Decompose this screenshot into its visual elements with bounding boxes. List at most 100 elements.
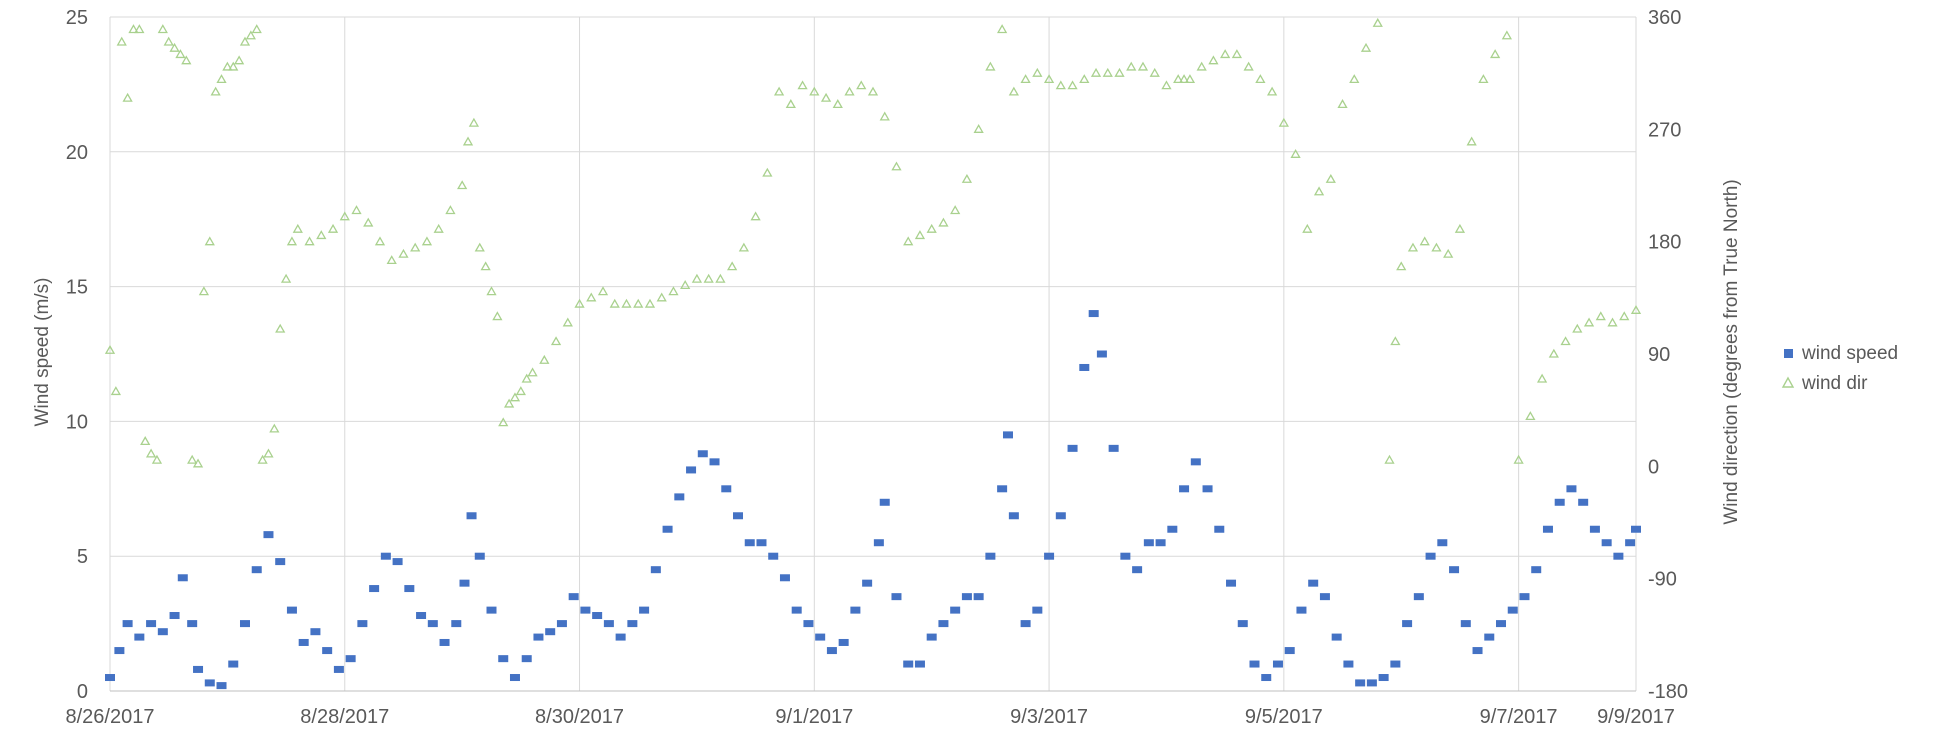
wind-speed-point	[1601, 539, 1612, 547]
wind-speed-point	[826, 647, 837, 655]
wind-dir-point	[950, 205, 961, 215]
wind-speed-point	[674, 493, 685, 501]
wind-speed-point	[1531, 566, 1542, 574]
wind-dir-point	[997, 24, 1008, 34]
wind-dir-point	[633, 298, 644, 308]
wind-speed-point	[1008, 512, 1019, 520]
wind-speed-point	[1366, 679, 1377, 687]
wind-dir-point	[1443, 248, 1454, 258]
wind-speed-point	[1226, 579, 1237, 587]
wind-dir-point	[116, 36, 127, 46]
wind-dir-point	[286, 236, 298, 246]
wind-dir-point	[820, 92, 832, 102]
wind-dir-point	[527, 367, 538, 377]
wind-speed-point	[1067, 444, 1078, 452]
legend-marker-wind-speed	[1784, 349, 1793, 358]
wind-speed-point	[1096, 350, 1107, 358]
wind-dir-point	[1560, 336, 1571, 346]
wind-speed-point	[509, 674, 520, 682]
y-right-tick-label: 90	[1648, 344, 1670, 366]
wind-speed-point	[1343, 660, 1354, 668]
wind-speed-point	[1331, 633, 1342, 641]
wind-speed-point	[1613, 552, 1624, 560]
wind-speed-point	[938, 620, 949, 628]
wind-dir-point	[762, 167, 773, 177]
wind-dir-point	[128, 24, 139, 34]
wind-speed-point	[779, 574, 790, 582]
wind-dir-point	[316, 230, 327, 240]
wind-speed-point	[997, 485, 1008, 493]
wind-speed-point	[838, 638, 849, 646]
wind-speed-point	[1449, 566, 1460, 574]
wind-speed-point	[275, 558, 286, 566]
wind-dir-point	[187, 454, 198, 464]
wind-dir-point	[327, 223, 339, 233]
wind-speed-point	[1120, 552, 1131, 560]
wind-dir-point	[562, 317, 573, 327]
wind-speed-point	[533, 633, 544, 641]
wind-dir-point	[1090, 67, 1102, 77]
gridlines	[109, 16, 1637, 692]
wind-dir-point	[169, 42, 180, 52]
wind-speed-point	[1507, 606, 1518, 614]
wind-dir-point	[985, 61, 996, 71]
wind-speed-point	[1589, 525, 1600, 533]
wind-speed-point	[177, 574, 188, 582]
wind-dir-point	[474, 242, 485, 252]
wind-speed-point	[1542, 525, 1553, 533]
wind-dir-point	[462, 136, 474, 146]
wind-speed-point	[187, 620, 198, 628]
wind-dir-point	[222, 61, 233, 71]
wind-dir-point	[644, 298, 656, 308]
wind-dir-point	[1184, 74, 1196, 84]
y-left-tick-label: 5	[77, 546, 88, 568]
wind-dir-point	[1431, 242, 1442, 252]
wind-dir-point	[1337, 99, 1348, 109]
wind-dir-point	[938, 217, 949, 227]
wind-speed-point	[1631, 525, 1641, 533]
wind-speed-point	[985, 552, 996, 560]
wind-speed-point	[592, 612, 603, 620]
wind-dir-point	[703, 273, 714, 283]
wind-dir-point	[809, 86, 820, 96]
wind-speed-point	[756, 539, 767, 547]
wind-speed-point	[1378, 674, 1389, 682]
wind-speed-point	[1390, 660, 1401, 668]
wind-dir-point	[1220, 49, 1231, 59]
y-right-tick-label: -90	[1648, 569, 1677, 591]
wind-speed-point	[1214, 525, 1225, 533]
wind-dir-point	[1255, 74, 1266, 84]
wind-dir-point	[122, 92, 133, 102]
wind-dir-point	[386, 255, 397, 265]
wind-dir-point	[1055, 80, 1066, 90]
wind-dir-point	[104, 344, 116, 354]
wind-dir-point	[715, 273, 726, 283]
wind-dir-point	[1454, 223, 1466, 233]
wind-speed-point	[950, 606, 961, 614]
wind-dir-point	[1607, 317, 1618, 327]
wind-dir-point	[1008, 86, 1019, 96]
wind-speed-point	[891, 593, 902, 601]
wind-dir-point	[1419, 236, 1430, 246]
wind-speed-point	[1190, 458, 1201, 466]
wind-speed-point	[615, 633, 626, 641]
wind-dir-point	[1466, 136, 1477, 146]
wind-dir-point	[239, 36, 251, 46]
wind-speed-point	[498, 655, 509, 663]
legend-marker-wind-dir	[1781, 376, 1795, 388]
wind-dir-point	[1020, 74, 1031, 84]
wind-dir-point	[1149, 67, 1160, 77]
wind-speed-point	[744, 539, 755, 547]
wind-dir-point	[668, 286, 679, 296]
wind-dir-point	[973, 124, 984, 133]
wind-dir-point	[251, 24, 262, 34]
wind-dir-point	[856, 80, 867, 90]
y-left-tick-label: 25	[66, 7, 88, 29]
wind-speed-point	[298, 638, 309, 646]
wind-dir-point	[145, 448, 157, 458]
wind-dir-point	[914, 230, 926, 240]
legend: wind speed wind dir	[1781, 343, 1898, 394]
wind-dir-point	[498, 417, 509, 427]
wind-dir-point	[163, 36, 174, 46]
wind-speed-point	[521, 655, 532, 663]
